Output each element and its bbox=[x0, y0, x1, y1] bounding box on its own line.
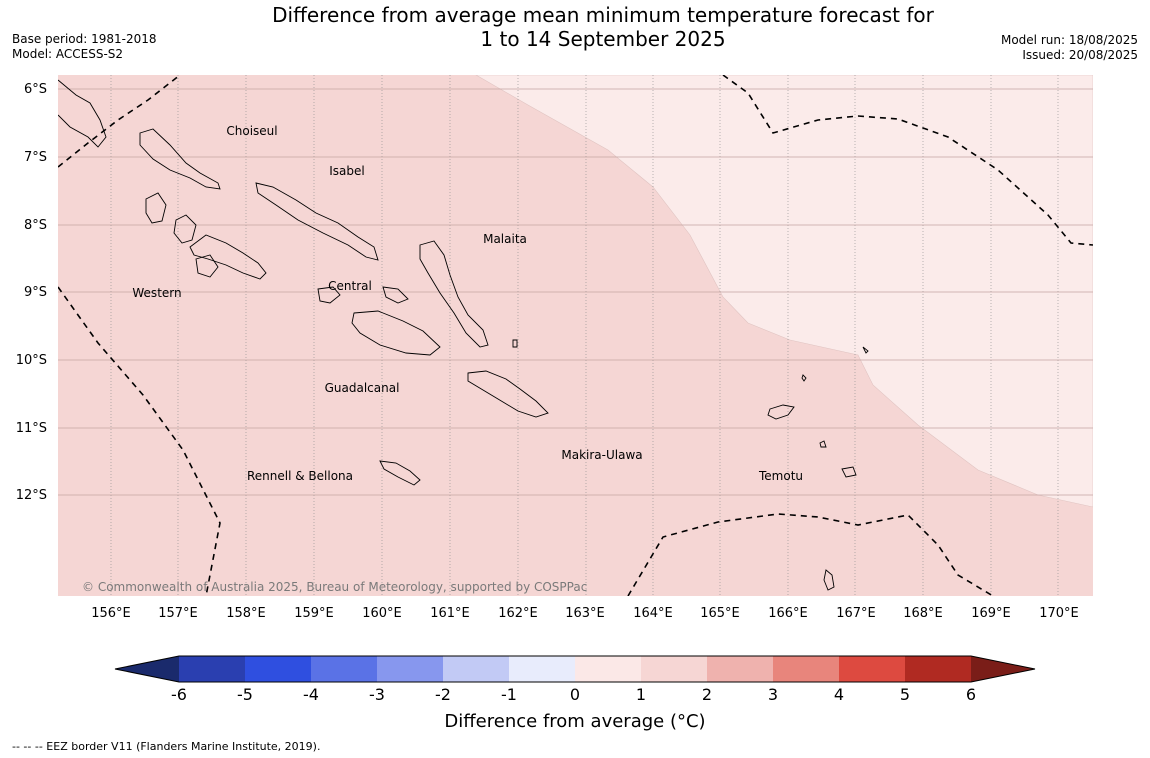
colorbar-tick-6: 6 bbox=[965, 685, 977, 704]
colorbar-bin-2-3 bbox=[707, 656, 773, 682]
colorbar-bin-minus4-minus3 bbox=[311, 656, 377, 682]
lon-label-162e: 162°E bbox=[498, 606, 538, 621]
place-label-choiseul: Choiseul bbox=[226, 124, 278, 138]
place-label-isabel: Isabel bbox=[329, 164, 365, 178]
lat-label-6s: 6°S bbox=[23, 82, 47, 97]
lon-label-156e: 156°E bbox=[91, 606, 131, 621]
colorbar-tick-minus5: -5 bbox=[237, 685, 253, 704]
lon-label-161e: 161°E bbox=[430, 606, 470, 621]
meta-left: Base period: 1981-2018 Model: ACCESS-S2 bbox=[12, 32, 157, 62]
title-line-1: Difference from average mean minimum tem… bbox=[272, 3, 934, 27]
lat-label-10s: 10°S bbox=[15, 353, 47, 368]
title-line-2: 1 to 14 September 2025 bbox=[480, 27, 726, 51]
colorbar-tick-1: 1 bbox=[635, 685, 647, 704]
lat-label-11s: 11°S bbox=[15, 421, 47, 436]
lat-label-9s: 9°S bbox=[23, 285, 47, 300]
place-label-temotu: Temotu bbox=[758, 469, 804, 483]
colorbar-bin-1-2 bbox=[641, 656, 707, 682]
eez-borders bbox=[58, 75, 1093, 596]
lon-label-163e: 163°E bbox=[565, 606, 605, 621]
lon-label-159e: 159°E bbox=[294, 606, 334, 621]
lat-label-7s: 7°S bbox=[23, 150, 47, 165]
lon-label-169e: 169°E bbox=[971, 606, 1011, 621]
colorbar-tick-minus6: -6 bbox=[171, 685, 187, 704]
eez-footnote: -- -- -- EEZ border V11 (Flanders Marine… bbox=[12, 740, 321, 753]
colorbar-bin-minus5-minus4 bbox=[245, 656, 311, 682]
meta-right: Model run: 18/08/2025 Issued: 20/08/2025 bbox=[1001, 33, 1138, 63]
lon-label-157e: 157°E bbox=[158, 606, 198, 621]
colorbar-tick-4: 4 bbox=[833, 685, 845, 704]
lon-label-170e: 170°E bbox=[1039, 606, 1079, 621]
colorbar-tick-2: 2 bbox=[701, 685, 713, 704]
model-run: Model run: 18/08/2025 bbox=[1000, 33, 1138, 47]
place-label-guadalcanal: Guadalcanal bbox=[324, 381, 400, 395]
lat-label-8s: 8°S bbox=[23, 218, 47, 233]
colorbar-bin-0-1 bbox=[575, 656, 641, 682]
colorbar-tick-5: 5 bbox=[899, 685, 911, 704]
colorbar-tick-0: 0 bbox=[569, 685, 581, 704]
model-name: Model: ACCESS-S2 bbox=[12, 47, 124, 61]
base-period: Base period: 1981-2018 bbox=[12, 32, 157, 46]
lon-label-164e: 164°E bbox=[633, 606, 673, 621]
copyright-notice: © Commonwealth of Australia 2025, Bureau… bbox=[82, 580, 588, 594]
colorbar-tick-minus4: -4 bbox=[303, 685, 319, 704]
latitude-lines bbox=[58, 88, 1093, 496]
map-canvas bbox=[58, 75, 1093, 596]
lon-label-167e: 167°E bbox=[836, 606, 876, 621]
colorbar-bin-5-6 bbox=[905, 656, 971, 682]
chart-title: Difference from average mean minimum tem… bbox=[200, 3, 1006, 51]
place-label-rennell-bellona: Rennell & Bellona bbox=[246, 469, 354, 483]
colorbar-bin-3-4 bbox=[773, 656, 839, 682]
colorbar-tick-minus3: -3 bbox=[369, 685, 385, 704]
anomaly-band-0-to-1 bbox=[475, 75, 1093, 508]
lon-label-158e: 158°E bbox=[226, 606, 266, 621]
colorbar-outline bbox=[114, 655, 1036, 683]
colorbar-bin-minus2-minus1 bbox=[443, 656, 509, 682]
colorbar-tick-minus1: -1 bbox=[501, 685, 517, 704]
colorbar-bin-minus6-minus5 bbox=[179, 656, 245, 682]
map-panel bbox=[58, 75, 1093, 596]
colorbar-label: Difference from average (°C) bbox=[444, 711, 706, 732]
colorbar-tick-3: 3 bbox=[767, 685, 779, 704]
place-label-malaita: Malaita bbox=[483, 232, 527, 246]
lon-label-165e: 165°E bbox=[700, 606, 740, 621]
colorbar-extend-low bbox=[115, 656, 179, 682]
colorbar-bin-minus1-0 bbox=[509, 656, 575, 682]
lon-label-160e: 160°E bbox=[362, 606, 402, 621]
lon-label-166e: 166°E bbox=[768, 606, 808, 621]
coastlines bbox=[58, 79, 869, 591]
place-label-central: Central bbox=[328, 279, 372, 293]
place-label-western: Western bbox=[132, 286, 182, 300]
colorbar-tick-minus2: -2 bbox=[435, 685, 451, 704]
colorbar-extend-high bbox=[971, 656, 1035, 682]
lon-label-168e: 168°E bbox=[903, 606, 943, 621]
colorbar-bin-4-5 bbox=[839, 656, 905, 682]
colorbar-bin-minus3-minus2 bbox=[377, 656, 443, 682]
lat-label-12s: 12°S bbox=[15, 488, 47, 503]
issued-date: Issued: 20/08/2025 bbox=[1022, 48, 1138, 62]
place-label-makira-ulawa: Makira-Ulawa bbox=[561, 448, 643, 462]
